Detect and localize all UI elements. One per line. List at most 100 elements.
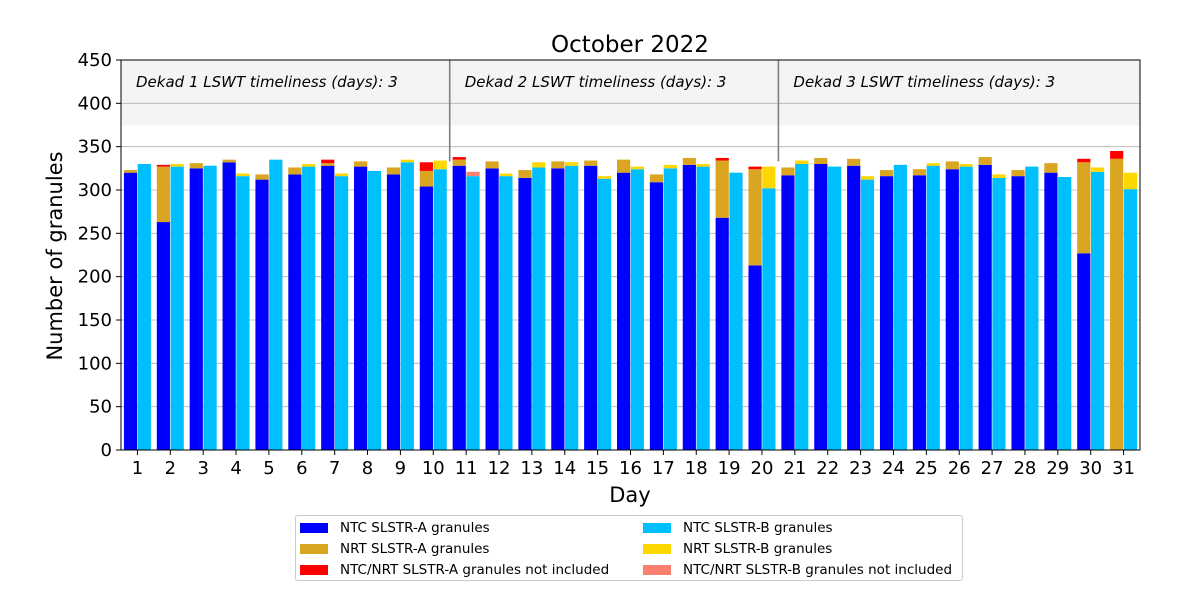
bar-ntc-slstr-a-granules-day-4 [222, 162, 236, 450]
legend-swatch [643, 523, 671, 533]
bar-nrt-slstr-b-granules-day-10 [433, 160, 447, 170]
legend-item: NTC/NRT SLSTR-B granules not included [643, 562, 952, 578]
bar-ntc-nrt-slstr-a-granules-not-included-day-7 [321, 159, 335, 164]
bar-ntc-slstr-b-granules-day-30 [1090, 171, 1105, 451]
legend-label: NRT SLSTR-A granules [340, 541, 490, 557]
bar-nrt-slstr-a-granules-day-8 [354, 161, 368, 167]
bar-nrt-slstr-a-granules-day-26 [945, 161, 959, 170]
bar-nrt-slstr-a-granules-day-28 [1011, 170, 1025, 177]
x-tick-label: 19 [718, 458, 741, 479]
bar-nrt-slstr-b-granules-day-2 [170, 164, 184, 167]
x-tick-label: 25 [915, 458, 938, 479]
bar-nrt-slstr-a-granules-day-22 [814, 157, 828, 164]
x-tick-label: 17 [652, 458, 675, 479]
x-tick-label: 21 [783, 458, 806, 479]
bar-ntc-slstr-b-granules-day-18 [696, 166, 710, 450]
bar-ntc-slstr-a-granules-day-13 [518, 177, 532, 450]
y-tick-label: 150 [78, 310, 112, 331]
x-tick-label: 4 [230, 458, 241, 479]
x-tick-label: 22 [816, 458, 839, 479]
bar-ntc-nrt-slstr-a-granules-not-included-day-10 [419, 162, 433, 171]
bar-ntc-slstr-b-granules-day-25 [926, 165, 940, 450]
bar-ntc-nrt-slstr-a-granules-not-included-day-11 [452, 157, 466, 160]
bar-nrt-slstr-a-granules-day-19 [715, 160, 729, 218]
bar-ntc-slstr-a-granules-day-10 [419, 186, 433, 451]
bar-ntc-slstr-b-granules-day-15 [597, 178, 612, 450]
bar-nrt-slstr-a-granules-day-10 [419, 170, 433, 187]
bar-nrt-slstr-a-granules-day-13 [518, 170, 532, 178]
x-tick-label: 20 [751, 458, 774, 479]
bar-nrt-slstr-b-granules-day-17 [663, 164, 677, 169]
bar-nrt-slstr-a-granules-day-31 [1110, 158, 1124, 451]
x-tick-label: 6 [296, 458, 307, 479]
bar-nrt-slstr-b-granules-day-6 [302, 164, 316, 167]
y-tick-label: 450 [78, 50, 112, 71]
bar-nrt-slstr-a-granules-day-17 [649, 174, 664, 183]
legend-label: NTC SLSTR-A granules [340, 520, 490, 536]
bar-ntc-slstr-b-granules-day-7 [334, 176, 349, 450]
bar-ntc-slstr-a-granules-day-11 [452, 165, 466, 450]
bar-ntc-slstr-a-granules-day-9 [386, 174, 401, 450]
bar-nrt-slstr-a-granules-day-7 [321, 163, 335, 166]
x-axis-title: Day [609, 483, 650, 507]
bar-ntc-slstr-a-granules-day-15 [584, 165, 598, 450]
bar-nrt-slstr-a-granules-day-30 [1077, 162, 1091, 254]
bar-ntc-slstr-a-granules-day-26 [945, 169, 959, 450]
bar-nrt-slstr-a-granules-day-20 [748, 169, 762, 266]
bar-nrt-slstr-b-granules-day-18 [696, 164, 710, 167]
x-tick-label: 28 [1013, 458, 1036, 479]
bar-nrt-slstr-b-granules-day-30 [1090, 167, 1105, 172]
bar-nrt-slstr-a-granules-day-16 [617, 159, 631, 173]
y-axis-title: Number of granules [43, 151, 67, 360]
bar-ntc-slstr-a-granules-day-12 [485, 168, 499, 451]
x-tick-label: 15 [586, 458, 609, 479]
x-tick-label: 26 [948, 458, 971, 479]
bar-ntc-slstr-b-granules-day-4 [236, 176, 250, 450]
dekad-header-band [121, 60, 1140, 126]
bar-nrt-slstr-b-granules-day-16 [630, 166, 644, 170]
x-tick-label: 2 [165, 458, 176, 479]
y-tick-label: 300 [78, 180, 112, 201]
legend-label: NRT SLSTR-B granules [683, 541, 833, 557]
bar-ntc-slstr-b-granules-day-22 [828, 166, 842, 450]
bar-nrt-slstr-a-granules-day-6 [288, 167, 302, 175]
bar-ntc-slstr-a-granules-day-16 [617, 172, 631, 450]
bar-ntc-slstr-a-granules-day-18 [682, 164, 696, 450]
bar-nrt-slstr-b-granules-day-14 [565, 162, 579, 166]
bar-ntc-slstr-a-granules-day-2 [156, 222, 171, 450]
legend-item: NRT SLSTR-A granules [300, 541, 489, 557]
x-tick-label: 10 [422, 458, 445, 479]
bar-ntc-slstr-b-granules-day-23 [860, 179, 875, 450]
dekad-label: Dekad 3 LSWT timeliness (days): 3 [793, 73, 1055, 91]
bar-ntc-slstr-b-granules-day-2 [170, 166, 184, 450]
legend-item: NTC SLSTR-A granules [300, 520, 490, 536]
bar-ntc-slstr-b-granules-day-3 [203, 165, 217, 450]
y-tick-label: 50 [89, 397, 112, 418]
x-tick-label: 24 [882, 458, 905, 479]
bar-nrt-slstr-a-granules-day-4 [222, 159, 236, 163]
dekad-label: Dekad 1 LSWT timeliness (days): 3 [136, 73, 398, 91]
bar-nrt-slstr-a-granules-day-25 [912, 169, 927, 176]
bar-ntc-slstr-b-granules-day-27 [992, 177, 1006, 450]
bar-nrt-slstr-b-granules-day-25 [926, 163, 940, 166]
y-tick-label: 200 [78, 267, 112, 288]
bar-ntc-slstr-a-granules-day-20 [748, 265, 762, 450]
legend-label: NTC SLSTR-B granules [683, 520, 833, 536]
bar-nrt-slstr-a-granules-day-12 [485, 161, 499, 169]
x-tick-label: 5 [263, 458, 274, 479]
chart-title: October 2022 [551, 32, 709, 58]
bar-nrt-slstr-b-granules-day-20 [762, 166, 776, 189]
bar-nrt-slstr-a-granules-day-5 [255, 174, 269, 180]
x-tick-label: 13 [520, 458, 543, 479]
legend-item: NTC SLSTR-B granules [643, 520, 833, 536]
bar-ntc-slstr-b-granules-day-31 [1123, 189, 1138, 450]
bar-ntc-slstr-b-granules-day-11 [466, 176, 480, 450]
bar-ntc-slstr-b-granules-day-10 [433, 169, 447, 450]
bar-nrt-slstr-a-granules-day-29 [1044, 163, 1058, 173]
bar-nrt-slstr-a-granules-day-9 [386, 167, 401, 175]
bar-nrt-slstr-b-granules-day-12 [499, 173, 513, 177]
bar-ntc-slstr-a-granules-day-6 [288, 174, 302, 450]
bar-ntc-slstr-a-granules-day-19 [715, 217, 729, 450]
bar-nrt-slstr-b-granules-day-21 [795, 160, 809, 164]
